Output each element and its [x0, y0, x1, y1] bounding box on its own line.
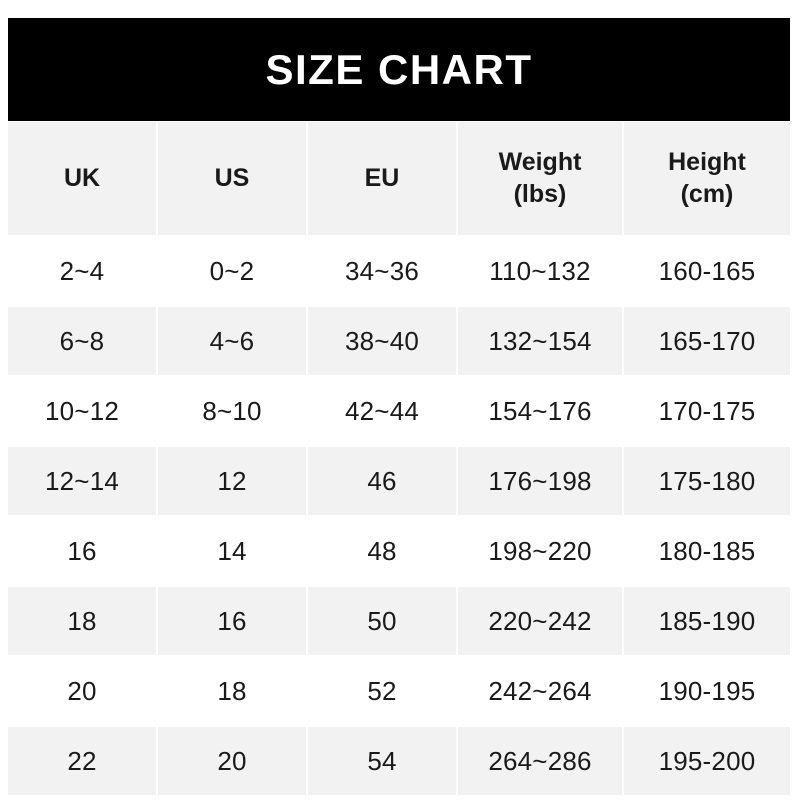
column-header-weight: Weight (lbs)	[457, 122, 624, 237]
cell-height: 160-165	[623, 236, 790, 307]
cell-us: 16	[157, 586, 308, 657]
table-row: 10~12 8~10 42~44 154~176 170-175	[8, 376, 790, 447]
cell-height: 185-190	[623, 586, 790, 657]
cell-us: 18	[157, 656, 308, 727]
cell-height: 190-195	[623, 656, 790, 727]
cell-weight: 110~132	[457, 236, 624, 307]
column-header-uk: UK	[8, 122, 158, 237]
column-header-weight-unit: (lbs)	[513, 179, 567, 208]
cell-weight: 132~154	[457, 306, 624, 377]
cell-eu: 38~40	[307, 306, 458, 377]
cell-eu: 52	[307, 656, 458, 727]
cell-weight: 176~198	[457, 446, 624, 517]
title-bar: SIZE CHART	[8, 18, 790, 121]
cell-eu: 50	[307, 586, 458, 657]
cell-uk: 2~4	[8, 236, 158, 307]
cell-uk: 6~8	[8, 306, 158, 377]
column-header-eu-label: EU	[364, 163, 400, 192]
size-chart-table: UK US EU Weight (lbs) Height (cm)	[8, 122, 790, 797]
column-header-us-label: US	[214, 163, 250, 192]
cell-eu: 42~44	[307, 376, 458, 447]
cell-uk: 16	[8, 516, 158, 587]
cell-uk: 20	[8, 656, 158, 727]
cell-uk: 22	[8, 726, 158, 797]
cell-weight: 154~176	[457, 376, 624, 447]
table-row: 22 20 54 264~286 195-200	[8, 726, 790, 797]
cell-height: 175-180	[623, 446, 790, 517]
cell-us: 20	[157, 726, 308, 797]
page-title: SIZE CHART	[265, 45, 533, 93]
cell-height: 195-200	[623, 726, 790, 797]
table-row: 6~8 4~6 38~40 132~154 165-170	[8, 306, 790, 377]
column-header-weight-label: Weight	[498, 148, 582, 177]
cell-us: 12	[157, 446, 308, 517]
table-row: 2~4 0~2 34~36 110~132 160-165	[8, 236, 790, 307]
cell-us: 0~2	[157, 236, 308, 307]
cell-eu: 54	[307, 726, 458, 797]
cell-uk: 18	[8, 586, 158, 657]
cell-height: 170-175	[623, 376, 790, 447]
cell-weight: 198~220	[457, 516, 624, 587]
header-row: UK US EU Weight (lbs) Height (cm)	[8, 122, 790, 237]
table-row: 12~14 12 46 176~198 175-180	[8, 446, 790, 517]
cell-eu: 46	[307, 446, 458, 517]
cell-height: 165-170	[623, 306, 790, 377]
column-header-us: US	[157, 122, 308, 237]
cell-height: 180-185	[623, 516, 790, 587]
table-body: 2~4 0~2 34~36 110~132 160-165 6~8 4~6 38…	[8, 236, 790, 797]
cell-us: 4~6	[157, 306, 308, 377]
column-header-uk-label: UK	[63, 163, 101, 192]
cell-us: 14	[157, 516, 308, 587]
cell-uk: 12~14	[8, 446, 158, 517]
table-row: 18 16 50 220~242 185-190	[8, 586, 790, 657]
table-row: 20 18 52 242~264 190-195	[8, 656, 790, 727]
cell-weight: 220~242	[457, 586, 624, 657]
cell-uk: 10~12	[8, 376, 158, 447]
column-header-height-unit: (cm)	[680, 179, 734, 208]
cell-us: 8~10	[157, 376, 308, 447]
cell-eu: 34~36	[307, 236, 458, 307]
column-header-height: Height (cm)	[623, 122, 790, 237]
cell-weight: 242~264	[457, 656, 624, 727]
cell-eu: 48	[307, 516, 458, 587]
cell-weight: 264~286	[457, 726, 624, 797]
table-row: 16 14 48 198~220 180-185	[8, 516, 790, 587]
table-header: UK US EU Weight (lbs) Height (cm)	[8, 122, 790, 237]
column-header-eu: EU	[307, 122, 458, 237]
column-header-height-label: Height	[668, 148, 746, 177]
